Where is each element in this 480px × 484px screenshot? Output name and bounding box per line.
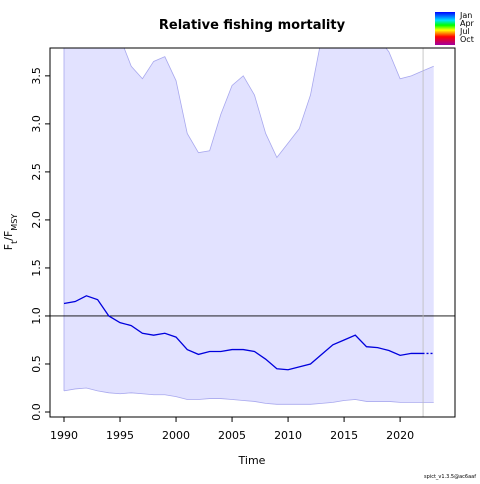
x-axis-label: Time [238,454,266,467]
plot-frame [49,47,456,418]
x-tick-label: 2015 [330,429,358,442]
y-tick-label: 1.0 [30,307,43,325]
y-label-part: F [2,244,15,250]
y-tick-label: 3.5 [30,67,43,85]
season-legend-label: Jul [459,27,470,36]
ci-upper-edge [123,48,434,159]
x-tick-label: 2000 [162,429,190,442]
confidence-band [64,48,434,405]
x-tick-label: 1995 [106,429,134,442]
season-legend-label: Oct [460,35,474,44]
plot-area [50,48,455,417]
series-line [63,295,423,371]
ci-lower-edge [63,387,434,405]
y-axis-label: Ft/FMSY [2,214,19,250]
y-tick-label: 1.5 [30,259,43,277]
y-tick-label: 2.5 [30,163,43,181]
x-tick-label: 2005 [218,429,246,442]
y-tick-label: 3.0 [30,115,43,133]
y-tick-label: 0.0 [30,403,43,421]
y-tick-label: 2.0 [30,211,43,229]
x-tick-label: 2010 [274,429,302,442]
y-label-part: t [10,241,19,244]
season-legend-label: Apr [460,19,475,28]
footer: spict_v1.3.5@ac6aaf [424,474,476,480]
chart-title: Relative fishing mortality [159,18,346,33]
y-tick-label: 0.5 [30,355,43,373]
y-label-part: /F [2,231,15,241]
season-legend-label: Jan [459,11,472,20]
y-label-part: MSY [10,214,19,231]
x-tick-label: 1990 [50,429,78,442]
x-tick-label: 2020 [386,429,414,442]
season-colorbar [435,12,455,45]
